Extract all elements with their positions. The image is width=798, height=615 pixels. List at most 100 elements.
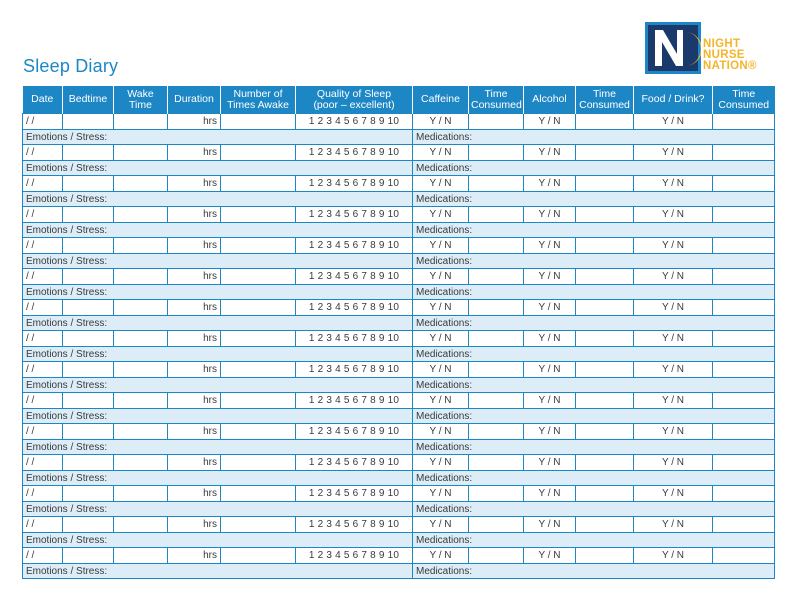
wake-time-field[interactable] <box>113 454 168 471</box>
emotions-stress-field[interactable]: Emotions / Stress: <box>22 284 413 300</box>
caffeine-yes-no[interactable]: Y / N <box>412 175 469 192</box>
caffeine-time-field[interactable] <box>468 392 524 409</box>
quality-scale[interactable]: 1 2 3 4 5 6 7 8 9 10 <box>295 175 413 192</box>
alcohol-time-field[interactable] <box>575 237 634 254</box>
duration-field[interactable]: hrs <box>167 361 221 378</box>
alcohol-time-field[interactable] <box>575 268 634 285</box>
times-awake-field[interactable] <box>220 547 296 564</box>
medications-field[interactable]: Medications: <box>412 191 775 207</box>
food-drink-yes-no[interactable]: Y / N <box>633 268 713 285</box>
times-awake-field[interactable] <box>220 237 296 254</box>
alcohol-yes-no[interactable]: Y / N <box>523 485 576 502</box>
caffeine-time-field[interactable] <box>468 516 524 533</box>
food-time-field[interactable] <box>712 175 775 192</box>
wake-time-field[interactable] <box>113 361 168 378</box>
caffeine-time-field[interactable] <box>468 330 524 347</box>
alcohol-yes-no[interactable]: Y / N <box>523 423 576 440</box>
duration-field[interactable]: hrs <box>167 547 221 564</box>
date-field[interactable]: / / <box>22 454 63 471</box>
caffeine-time-field[interactable] <box>468 361 524 378</box>
medications-field[interactable]: Medications: <box>412 253 775 269</box>
caffeine-time-field[interactable] <box>468 175 524 192</box>
duration-field[interactable]: hrs <box>167 144 221 161</box>
quality-scale[interactable]: 1 2 3 4 5 6 7 8 9 10 <box>295 299 413 316</box>
times-awake-field[interactable] <box>220 144 296 161</box>
date-field[interactable]: / / <box>22 516 63 533</box>
caffeine-time-field[interactable] <box>468 206 524 223</box>
wake-time-field[interactable] <box>113 516 168 533</box>
emotions-stress-field[interactable]: Emotions / Stress: <box>22 191 413 207</box>
wake-time-field[interactable] <box>113 206 168 223</box>
date-field[interactable]: / / <box>22 113 63 130</box>
date-field[interactable]: / / <box>22 237 63 254</box>
duration-field[interactable]: hrs <box>167 175 221 192</box>
caffeine-yes-no[interactable]: Y / N <box>412 361 469 378</box>
food-drink-yes-no[interactable]: Y / N <box>633 144 713 161</box>
duration-field[interactable]: hrs <box>167 237 221 254</box>
wake-time-field[interactable] <box>113 299 168 316</box>
bedtime-field[interactable] <box>62 330 114 347</box>
date-field[interactable]: / / <box>22 423 63 440</box>
caffeine-time-field[interactable] <box>468 144 524 161</box>
food-time-field[interactable] <box>712 206 775 223</box>
alcohol-yes-no[interactable]: Y / N <box>523 454 576 471</box>
alcohol-yes-no[interactable]: Y / N <box>523 268 576 285</box>
alcohol-time-field[interactable] <box>575 144 634 161</box>
times-awake-field[interactable] <box>220 361 296 378</box>
times-awake-field[interactable] <box>220 392 296 409</box>
date-field[interactable]: / / <box>22 299 63 316</box>
bedtime-field[interactable] <box>62 299 114 316</box>
wake-time-field[interactable] <box>113 144 168 161</box>
medications-field[interactable]: Medications: <box>412 284 775 300</box>
alcohol-time-field[interactable] <box>575 330 634 347</box>
food-drink-yes-no[interactable]: Y / N <box>633 423 713 440</box>
duration-field[interactable]: hrs <box>167 268 221 285</box>
emotions-stress-field[interactable]: Emotions / Stress: <box>22 222 413 238</box>
food-time-field[interactable] <box>712 454 775 471</box>
times-awake-field[interactable] <box>220 330 296 347</box>
food-time-field[interactable] <box>712 113 775 130</box>
medications-field[interactable]: Medications: <box>412 408 775 424</box>
emotions-stress-field[interactable]: Emotions / Stress: <box>22 532 413 548</box>
caffeine-time-field[interactable] <box>468 113 524 130</box>
alcohol-yes-no[interactable]: Y / N <box>523 113 576 130</box>
times-awake-field[interactable] <box>220 268 296 285</box>
date-field[interactable]: / / <box>22 392 63 409</box>
times-awake-field[interactable] <box>220 206 296 223</box>
caffeine-yes-no[interactable]: Y / N <box>412 485 469 502</box>
emotions-stress-field[interactable]: Emotions / Stress: <box>22 315 413 331</box>
alcohol-time-field[interactable] <box>575 547 634 564</box>
caffeine-time-field[interactable] <box>468 268 524 285</box>
medications-field[interactable]: Medications: <box>412 222 775 238</box>
bedtime-field[interactable] <box>62 361 114 378</box>
alcohol-time-field[interactable] <box>575 299 634 316</box>
alcohol-time-field[interactable] <box>575 175 634 192</box>
bedtime-field[interactable] <box>62 113 114 130</box>
date-field[interactable]: / / <box>22 330 63 347</box>
emotions-stress-field[interactable]: Emotions / Stress: <box>22 470 413 486</box>
quality-scale[interactable]: 1 2 3 4 5 6 7 8 9 10 <box>295 144 413 161</box>
duration-field[interactable]: hrs <box>167 299 221 316</box>
quality-scale[interactable]: 1 2 3 4 5 6 7 8 9 10 <box>295 361 413 378</box>
alcohol-time-field[interactable] <box>575 361 634 378</box>
emotions-stress-field[interactable]: Emotions / Stress: <box>22 501 413 517</box>
food-drink-yes-no[interactable]: Y / N <box>633 206 713 223</box>
food-drink-yes-no[interactable]: Y / N <box>633 113 713 130</box>
alcohol-yes-no[interactable]: Y / N <box>523 330 576 347</box>
alcohol-yes-no[interactable]: Y / N <box>523 175 576 192</box>
quality-scale[interactable]: 1 2 3 4 5 6 7 8 9 10 <box>295 485 413 502</box>
bedtime-field[interactable] <box>62 547 114 564</box>
medications-field[interactable]: Medications: <box>412 532 775 548</box>
alcohol-yes-no[interactable]: Y / N <box>523 299 576 316</box>
caffeine-time-field[interactable] <box>468 299 524 316</box>
bedtime-field[interactable] <box>62 454 114 471</box>
medications-field[interactable]: Medications: <box>412 129 775 145</box>
duration-field[interactable]: hrs <box>167 423 221 440</box>
medications-field[interactable]: Medications: <box>412 501 775 517</box>
caffeine-yes-no[interactable]: Y / N <box>412 268 469 285</box>
emotions-stress-field[interactable]: Emotions / Stress: <box>22 129 413 145</box>
times-awake-field[interactable] <box>220 175 296 192</box>
food-time-field[interactable] <box>712 547 775 564</box>
alcohol-time-field[interactable] <box>575 516 634 533</box>
alcohol-yes-no[interactable]: Y / N <box>523 237 576 254</box>
